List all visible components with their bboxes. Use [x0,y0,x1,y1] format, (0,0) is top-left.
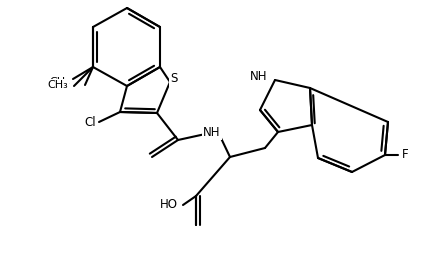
Text: CH₃: CH₃ [50,77,70,87]
Text: S: S [170,73,178,85]
Text: NH: NH [203,125,221,138]
Text: HO: HO [160,198,178,212]
Text: NH: NH [249,70,267,82]
Text: Cl: Cl [84,116,96,129]
Text: F: F [402,149,408,161]
Text: CH₃: CH₃ [48,80,68,90]
